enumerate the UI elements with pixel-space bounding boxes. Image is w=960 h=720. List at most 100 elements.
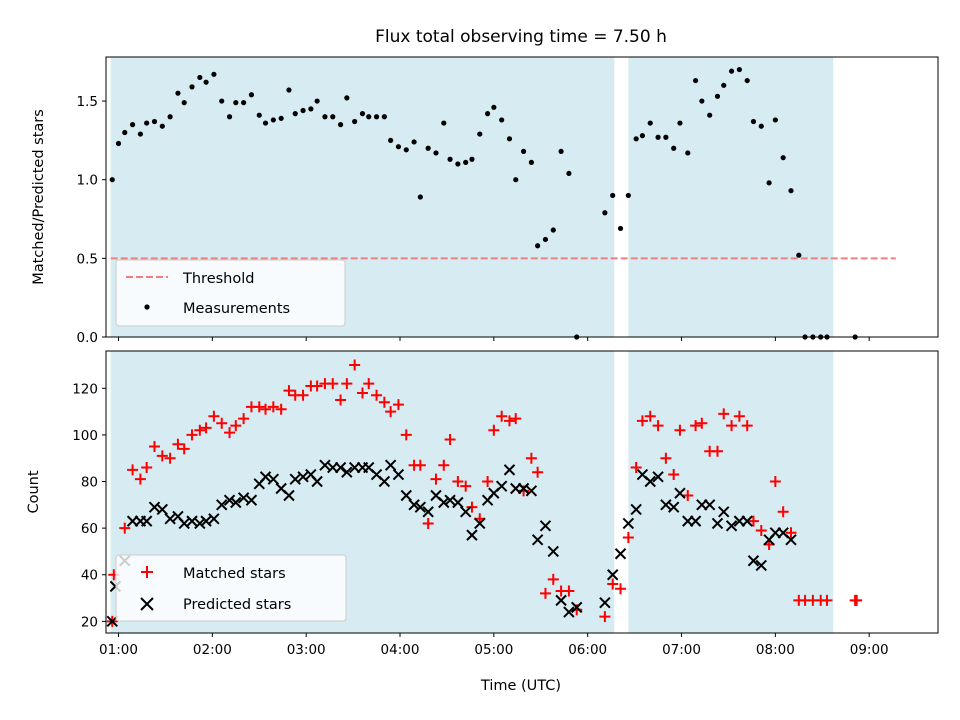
measurement-point	[766, 180, 772, 186]
measurement-point	[300, 107, 306, 114]
y-tick-label: 0.0	[77, 330, 98, 346]
measurement-point	[602, 210, 608, 216]
predicted-star-point	[259, 471, 272, 483]
predicted-star-point	[785, 534, 797, 546]
predicted-star-point	[392, 468, 405, 481]
measurement-point	[226, 114, 233, 120]
matched-star-point	[682, 489, 694, 501]
measurement-point	[699, 98, 705, 104]
bottom-y-axis-label: Count	[26, 470, 42, 513]
matched-star-point	[539, 587, 551, 599]
predicted-star-point	[755, 559, 767, 572]
measurement-point	[758, 123, 764, 129]
predicted-star-point	[208, 513, 220, 525]
matched-star-point	[607, 578, 619, 590]
measurement-point	[115, 140, 122, 147]
matched-star-point	[172, 438, 184, 450]
measurement-point	[455, 161, 461, 167]
matched-star-point	[164, 452, 176, 464]
measurement-point	[671, 145, 677, 151]
matched-star-point	[385, 406, 397, 418]
matched-star-point	[482, 476, 494, 488]
matched-star-point	[224, 427, 236, 439]
measurement-point	[256, 112, 262, 118]
predicted-star-point	[237, 492, 250, 504]
bottom-legend: Matched stars Predicted stars	[115, 554, 347, 622]
bottom-y-ticks: 20 40 60 80 100 120	[72, 381, 106, 630]
top-y-axis-label: Matched/Predicted stars	[31, 109, 47, 285]
y-tick-label: 20	[81, 614, 98, 630]
matched-star-point	[230, 420, 242, 432]
legend-predicted-label: Predicted stars	[183, 597, 291, 613]
predicted-star-point	[414, 501, 427, 513]
predicted-star-point	[200, 515, 212, 527]
measurement-point	[721, 82, 727, 88]
predicted-star-point	[525, 485, 538, 497]
measurement-point	[197, 74, 203, 81]
matched-star-point	[466, 501, 478, 513]
measurement-point	[728, 68, 735, 74]
measurement-point	[344, 95, 350, 101]
predicted-star-point	[378, 475, 391, 488]
matched-star-point	[785, 527, 797, 539]
measurement-point	[381, 114, 387, 120]
measurement-point	[373, 114, 380, 120]
y-tick-label: 120	[72, 381, 98, 397]
matched-star-point	[275, 403, 287, 415]
measurement-point	[655, 134, 661, 140]
measurement-point	[566, 170, 572, 177]
matched-star-point	[156, 450, 168, 462]
matched-star-point	[134, 473, 146, 485]
measurement-point	[639, 133, 646, 139]
observing-interval	[628, 57, 834, 337]
matched-star-point	[186, 429, 198, 441]
predicted-star-point	[319, 459, 331, 471]
measurement-point	[137, 131, 144, 137]
measurement-point	[647, 120, 653, 126]
y-tick-label: 0.5	[77, 251, 98, 267]
matched-star-point	[311, 380, 323, 392]
matched-star-point	[430, 473, 442, 485]
measurement-point	[189, 84, 195, 90]
matched-star-point	[622, 531, 634, 543]
bottom-x-ticks: 01:00 02:00 03:00 04:00 05:00 06:00 07:00 08:00…	[99, 633, 889, 658]
matched-star-point	[422, 517, 434, 529]
predicted-star-point	[230, 496, 242, 509]
matched-star-point	[615, 583, 627, 595]
x-tick-label: 07:00	[662, 642, 701, 658]
measurement-point	[433, 150, 439, 156]
matched-star-point	[636, 415, 648, 427]
measurement-point	[248, 92, 255, 98]
matched-star-point	[496, 410, 508, 422]
predicted-star-point	[747, 555, 760, 567]
chart-title: Flux total observing time = 7.50 h	[375, 27, 667, 47]
predicted-star-point	[194, 517, 206, 530]
measurement-point	[499, 117, 505, 123]
predicted-star-point	[408, 499, 420, 511]
measurement-point	[447, 156, 453, 162]
matched-star-point	[741, 420, 753, 432]
bottom-plot-frame	[105, 350, 939, 634]
predicted-star-point	[614, 548, 627, 560]
predicted-star-point	[571, 601, 583, 614]
measurement-point	[520, 148, 527, 154]
predicted-star-point	[667, 501, 680, 513]
predicted-star-point	[652, 471, 664, 483]
measurement-point	[395, 144, 402, 150]
measurement-point	[417, 194, 423, 200]
matched-star-point	[510, 413, 522, 425]
matched-star-point	[438, 459, 450, 471]
predicted-star-point	[384, 459, 397, 471]
measurement-point	[129, 122, 136, 128]
measurement-point	[663, 134, 669, 140]
matched-star-point	[718, 408, 730, 420]
y-tick-label: 1.0	[77, 173, 98, 189]
measurement-point	[692, 77, 699, 84]
matched-star-point	[253, 401, 265, 413]
measurement-point	[714, 93, 721, 99]
measurement-point	[352, 118, 358, 125]
predicted-star-point	[289, 473, 301, 485]
predicted-star-point	[334, 461, 347, 474]
predicted-star-point	[283, 489, 295, 502]
matched-star-point	[378, 396, 390, 408]
